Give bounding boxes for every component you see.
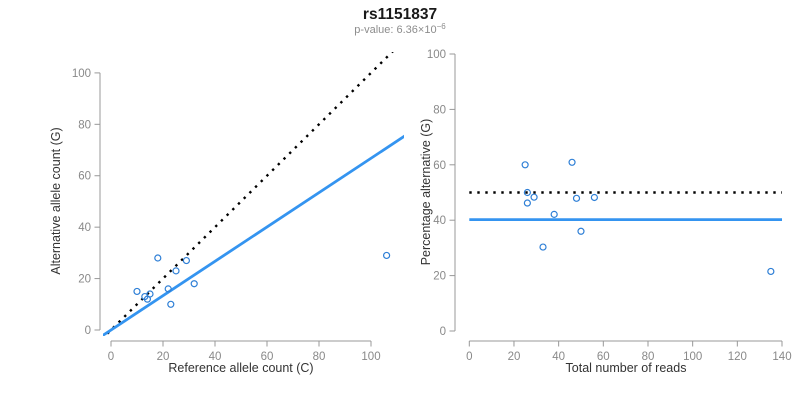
data-point [133,287,141,296]
x-tick-label: 0 [108,351,114,363]
data-point [154,254,162,262]
data-point [182,256,190,265]
x-tick-label: 20 [157,351,170,363]
x-tick-label: 20 [508,351,521,363]
data-point [572,194,581,202]
y-tick-label: 20 [78,274,91,286]
data-point [172,267,180,275]
data-point [164,285,172,293]
data-point [521,161,529,169]
y-tick-label: 60 [78,171,91,183]
x-tick-label: 80 [642,351,655,363]
data-point [539,243,547,251]
data-point [577,227,585,235]
pvalue-subtitle: p-value: 6.36×10−6 [0,22,800,36]
x-tick-label: 100 [361,351,380,363]
y-tick-label: 80 [78,119,91,131]
x-axis-title-left: Reference allele count (C) [168,361,314,375]
pvalue-base: 6.36×10 [396,24,437,36]
x-axis-title-right: Total number of reads [565,361,687,375]
x-tick-label: 80 [313,351,326,363]
y-tick-label: 100 [72,68,91,80]
data-point [523,199,531,207]
plot-alt-vs-ref-counts: 0 20 40 60 80 100 0 20 40 60 80 100 [72,52,404,363]
y-tick-label: 40 [78,222,91,234]
page-title: rs1151837 [362,6,438,23]
data-point [523,188,531,197]
data-point [767,267,775,276]
reference-dotted-line [103,52,394,336]
pvalue-exponent: −6 [436,22,446,31]
y-axis-title-right: Percentage alternative (G) [419,118,433,266]
data-point [550,210,558,218]
data-point [146,290,154,298]
y-tick-label: 80 [433,104,446,116]
data-point [190,280,198,288]
x-tick-label: 140 [772,351,791,363]
fit-line [103,134,404,336]
x-tick-label: 120 [728,351,747,363]
data-point [167,300,175,308]
x-tick-label: 0 [466,351,472,363]
x-tick-label: 60 [597,351,610,363]
y-tick-label: 20 [433,271,446,283]
x-tick-label: 60 [261,351,274,363]
x-tick-label: 40 [552,351,565,363]
y-tick-label: 0 [85,325,91,337]
data-point [530,193,538,201]
y-tick-label: 100 [427,49,446,61]
y-tick-label: 60 [433,160,446,172]
y-tick-label: 0 [440,326,446,338]
data-point [568,158,576,166]
x-tick-label: 100 [683,351,702,363]
plot-pct-alt-vs-total-reads: 0 20 40 60 80 100 120 140 0 20 40 60 80 100 [427,49,792,363]
data-point [383,251,391,260]
pvalue-prefix: p-value: [354,24,397,36]
x-tick-label: 40 [209,351,222,363]
data-point [590,193,598,202]
y-tick-label: 40 [433,215,446,227]
y-axis-title-left: Alternative allele count (G) [49,127,63,275]
